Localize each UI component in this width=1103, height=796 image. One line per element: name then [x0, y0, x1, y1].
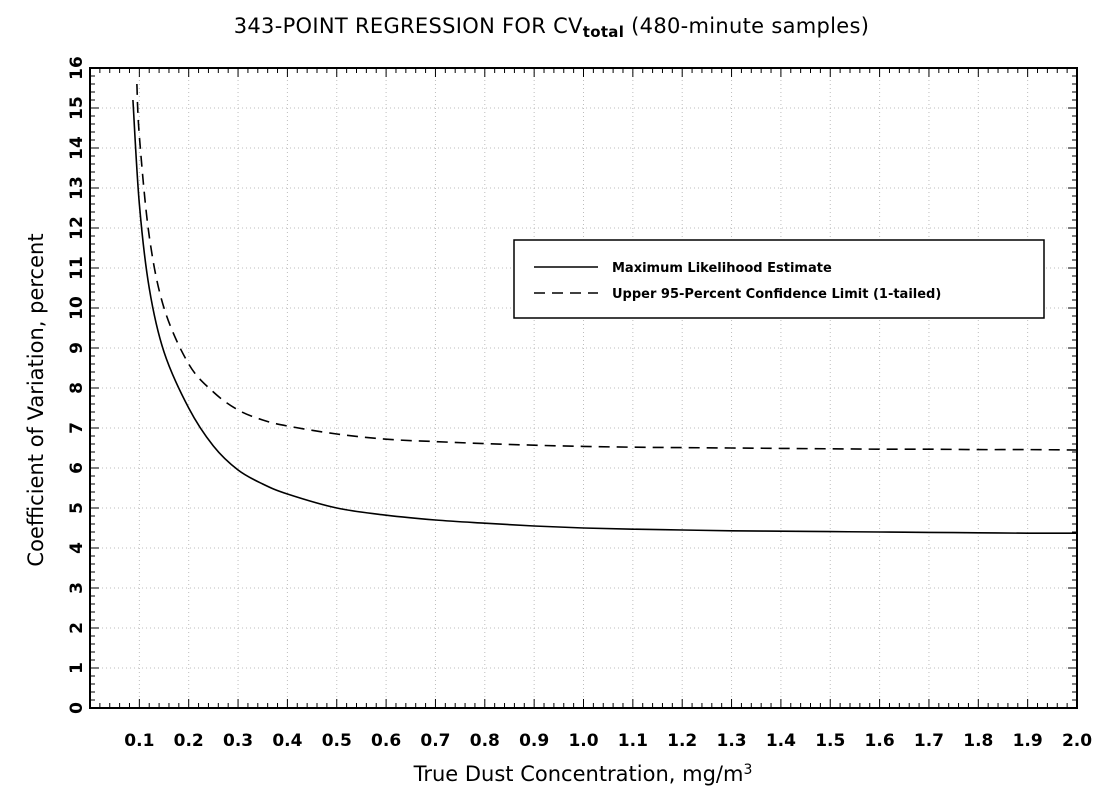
x-tick-label: 1.1: [618, 731, 648, 751]
x-tick-label: 1.0: [568, 731, 598, 751]
chart-title-tail: (480-minute samples): [624, 14, 870, 38]
x-tick-label: 0.4: [272, 731, 302, 751]
y-axis-label: Coefficient of Variation, percent: [24, 233, 48, 567]
y-tick-label: 2: [67, 622, 87, 634]
x-tick-label: 1.6: [865, 731, 895, 751]
tick-marks: [89, 67, 1078, 709]
legend-box: [513, 239, 1045, 319]
x-tick-label: 0.3: [223, 731, 253, 751]
x-tick-labels: 0.1 0.2 0.3 0.4 0.5 0.6 0.7 0.8 0.9 1.0 1.1 1.2 1.3 1…: [124, 731, 1092, 751]
y-tick-label: 5: [67, 502, 87, 514]
legend-label-upper-95-limit: Upper 95-Percent Confidence Limit (1-tai…: [612, 287, 941, 302]
y-tick-label: 7: [67, 422, 87, 434]
y-tick-label: 9: [67, 342, 87, 354]
y-tick-label: 10: [67, 296, 87, 320]
x-tick-label: 0.1: [124, 731, 154, 751]
x-tick-label: 0.2: [174, 731, 204, 751]
y-tick-label: 6: [67, 462, 87, 474]
x-tick-label: 0.7: [420, 731, 450, 751]
y-tick-label: 11: [67, 256, 87, 280]
chart-title: 343-POINT REGRESSION FOR CVtotal (480-mi…: [0, 14, 1103, 41]
grid-lines: [90, 67, 1078, 709]
x-tick-label: 2.0: [1062, 731, 1092, 751]
y-tick-label: 4: [67, 542, 87, 554]
x-axis-label: True Dust Concentration, mg/m3: [88, 762, 1078, 786]
x-tick-label: 1.5: [815, 731, 845, 751]
x-axis-label-superscript: 3: [743, 762, 753, 778]
chart-title-main: 343-POINT REGRESSION FOR CV: [233, 14, 583, 38]
legend: Maximum Likelihood Estimate Upper 95-Perc…: [513, 239, 1045, 319]
x-tick-label: 1.8: [963, 731, 993, 751]
y-tick-label: 13: [67, 176, 87, 200]
y-tick-label: 14: [67, 136, 87, 160]
x-tick-label: 0.6: [371, 731, 401, 751]
y-tick-label: 15: [67, 96, 87, 120]
series-line-upper-95-limit: [136, 83, 1078, 451]
x-tick-label: 1.3: [716, 731, 746, 751]
y-tick-label: 8: [67, 382, 87, 394]
x-tick-label: 1.9: [1013, 731, 1043, 751]
y-tick-label: 3: [67, 582, 87, 594]
series-line-mle: [132, 99, 1078, 535]
x-axis-label-main: True Dust Concentration, mg/m: [413, 762, 744, 786]
x-tick-label: 1.2: [667, 731, 697, 751]
y-tick-label: 16: [67, 56, 87, 80]
x-tick-label: 0.5: [322, 731, 352, 751]
x-tick-label: 0.8: [470, 731, 500, 751]
x-tick-label: 1.7: [914, 731, 944, 751]
series-layer: [132, 83, 1078, 535]
y-tick-label: 12: [67, 216, 87, 240]
y-tick-label: 0: [67, 702, 87, 714]
y-tick-label: 1: [67, 662, 87, 674]
chart-title-subscript: total: [582, 23, 625, 41]
x-tick-label: 1.4: [766, 731, 796, 751]
x-tick-label: 0.9: [519, 731, 549, 751]
legend-label-mle: Maximum Likelihood Estimate: [612, 261, 832, 276]
